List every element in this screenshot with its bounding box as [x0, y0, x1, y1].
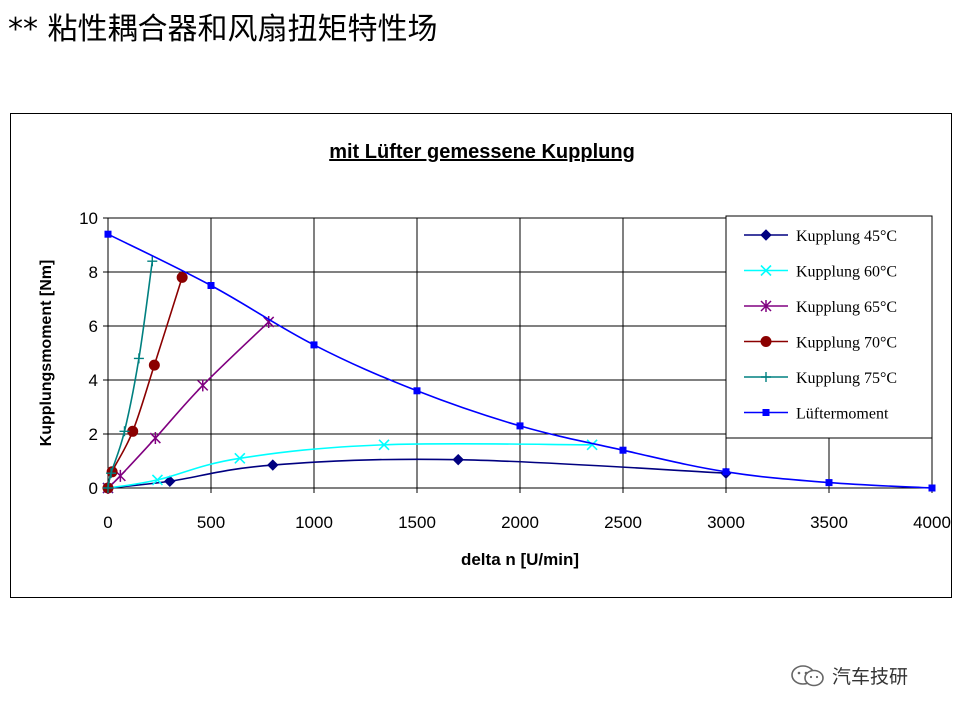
series	[104, 230, 936, 492]
axis-layer: 0 500 1000 1500 2000 2500 3000 3500 4000 0 2 4 6 8 10	[79, 209, 951, 532]
data-point	[825, 479, 833, 487]
series-layer	[102, 230, 936, 494]
data-point	[760, 336, 772, 347]
x-tick-label: 4000	[913, 513, 951, 532]
data-point	[760, 264, 772, 277]
x-tick-label: 500	[197, 513, 225, 532]
data-point	[197, 379, 209, 392]
data-point	[119, 426, 130, 437]
legend-label: Kupplung 75°C	[796, 370, 897, 387]
series-line	[107, 277, 183, 489]
y-tick-label: 2	[89, 425, 98, 444]
data-point	[761, 372, 771, 382]
y-tick-label: 4	[89, 371, 98, 390]
data-point	[147, 256, 158, 267]
legend-item: Kupplung 60°C	[744, 264, 897, 281]
legend-label: Kupplung 45°C	[796, 228, 897, 245]
x-tick-label: 2000	[501, 513, 539, 532]
data-point	[104, 230, 112, 238]
legend-item: Kupplung 65°C	[744, 299, 897, 316]
watermark: 汽车技研	[790, 662, 908, 689]
data-point	[760, 229, 772, 241]
data-point	[148, 359, 160, 371]
data-point	[760, 300, 772, 312]
chart-title: mit Lüfter gemessene Kupplung	[329, 141, 635, 163]
y-tick-label: 10	[79, 209, 98, 228]
x-axis-label: delta n [U/min]	[461, 550, 579, 569]
series-line	[107, 442, 593, 489]
data-point	[263, 315, 275, 328]
wechat-icon	[791, 664, 824, 686]
data-point	[516, 422, 524, 430]
data-point	[310, 341, 318, 349]
data-point	[378, 439, 390, 451]
legend-item: Kupplung 75°C	[744, 370, 897, 387]
data-point	[149, 432, 161, 445]
y-tick-label: 6	[89, 317, 98, 336]
data-point	[234, 452, 246, 464]
legend-label: Kupplung 60°C	[796, 264, 897, 281]
data-point	[106, 468, 117, 479]
legend-label: Kupplung 65°C	[796, 299, 897, 316]
x-tick-label: 2500	[604, 513, 642, 532]
series-line	[107, 261, 154, 489]
data-point	[413, 387, 421, 395]
legend-item: Kupplung 70°C	[744, 335, 897, 352]
y-tick-label: 0	[89, 479, 98, 498]
data-point	[452, 453, 464, 466]
data-point	[762, 409, 770, 416]
data-point	[722, 468, 730, 476]
data-point	[164, 475, 176, 487]
data-point	[267, 459, 279, 471]
data-point	[586, 439, 598, 451]
series	[103, 256, 158, 493]
data-point	[619, 446, 627, 454]
data-point	[133, 353, 144, 364]
legend-item: Kupplung 45°C	[744, 228, 897, 245]
series	[102, 439, 598, 494]
x-tick-label: 0	[103, 513, 112, 532]
slide-title: ** 粘性耦合器和风扇扭矩特性场	[8, 12, 438, 47]
data-point	[207, 282, 215, 289]
x-tick-label: 3500	[810, 513, 848, 532]
data-point	[928, 484, 936, 492]
legend-label: Lüftermoment	[796, 406, 889, 423]
y-axis-label: Kupplungsmoment [Nm]	[38, 260, 55, 447]
y-tick-label: 8	[89, 263, 98, 282]
x-tick-label: 1000	[295, 513, 333, 532]
data-point	[176, 271, 188, 283]
x-tick-label: 1500	[398, 513, 436, 532]
data-point	[151, 474, 164, 486]
legend-label: Kupplung 70°C	[796, 335, 897, 352]
legend: Kupplung 45°C Kupplung 60°C Kupplung 65°C K…	[725, 215, 933, 439]
data-point	[103, 483, 113, 493]
legend-box	[725, 215, 933, 439]
x-tick-label: 3000	[707, 513, 745, 532]
watermark-text: 汽车技研	[832, 666, 909, 688]
legend-item: Lüftermoment	[744, 406, 889, 423]
